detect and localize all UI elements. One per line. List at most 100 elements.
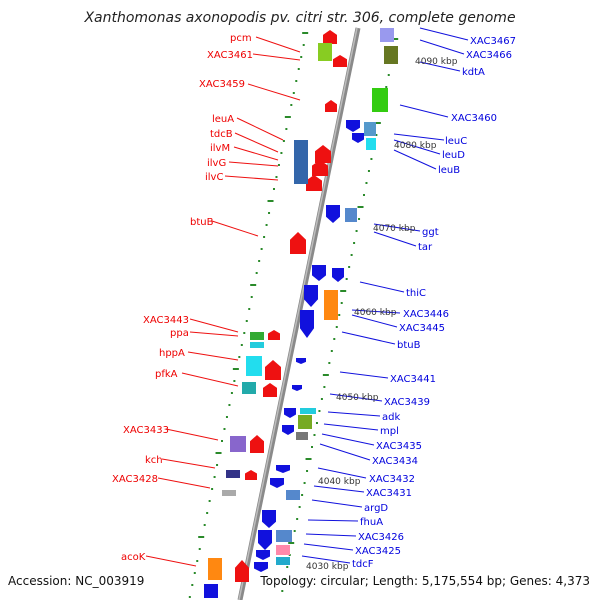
gene-label[interactable]: XAC3433 xyxy=(123,425,169,436)
tick-mark xyxy=(285,128,288,130)
gene-arrow xyxy=(284,408,296,418)
gene-label[interactable]: XAC3435 xyxy=(376,441,422,452)
tick-mark xyxy=(345,278,348,280)
tick-mark xyxy=(357,206,364,208)
gene-label[interactable]: leuA xyxy=(212,114,234,125)
label-leader-line xyxy=(399,104,449,118)
label-leader-line xyxy=(373,231,417,247)
gene-label[interactable]: XAC3439 xyxy=(384,397,430,408)
gene-block xyxy=(364,122,376,136)
tick-mark xyxy=(245,320,248,322)
gene-label[interactable]: XAC3431 xyxy=(366,488,412,499)
gene-arrow xyxy=(326,205,340,223)
tick-mark xyxy=(260,248,263,250)
gene-arrow xyxy=(250,435,264,453)
gene-arrow xyxy=(268,330,280,340)
gene-arrow xyxy=(235,560,249,582)
gene-block xyxy=(372,88,388,112)
gene-label[interactable]: XAC3426 xyxy=(358,532,404,543)
tick-mark xyxy=(303,482,306,484)
gene-label[interactable]: XAC3459 xyxy=(199,79,245,90)
gene-label[interactable]: mpl xyxy=(380,426,399,437)
tick-mark xyxy=(221,440,224,442)
gene-label[interactable]: tdcB xyxy=(210,129,233,140)
gene-block xyxy=(286,490,300,500)
tick-mark xyxy=(362,194,365,196)
tick-mark xyxy=(323,386,326,388)
gene-arrow xyxy=(312,160,328,176)
gene-label[interactable]: leuD xyxy=(442,150,465,161)
gene-label[interactable]: tar xyxy=(418,242,433,253)
gene-label[interactable]: adk xyxy=(382,412,400,423)
label-leader-line xyxy=(373,223,421,232)
gene-label[interactable]: XAC3460 xyxy=(451,113,497,124)
gene-label[interactable]: kch xyxy=(145,455,163,466)
gene-label[interactable]: thiC xyxy=(406,288,426,299)
gene-label[interactable]: fhuA xyxy=(360,517,383,528)
tick-mark xyxy=(320,398,323,400)
gene-label[interactable]: kdtA xyxy=(462,67,485,78)
tick-mark xyxy=(203,524,206,526)
gene-label[interactable]: btuB xyxy=(190,217,214,228)
gene-label[interactable]: ggt xyxy=(422,227,439,238)
tick-mark xyxy=(198,548,201,550)
gene-block xyxy=(250,342,264,348)
gene-arrow xyxy=(304,285,318,307)
gene-block xyxy=(345,208,357,222)
label-leader-line xyxy=(341,331,396,345)
tick-mark xyxy=(365,182,368,184)
gene-label[interactable]: XAC3441 xyxy=(390,374,436,385)
genome-backbone-highlight xyxy=(238,27,358,600)
tick-mark xyxy=(198,536,205,538)
gene-label[interactable]: leuB xyxy=(438,165,460,176)
gene-block xyxy=(276,530,292,542)
gene-label[interactable]: XAC3461 xyxy=(207,50,253,61)
gene-arrow xyxy=(263,383,277,397)
gene-label[interactable]: ppa xyxy=(170,328,189,339)
gene-label[interactable]: XAC3446 xyxy=(403,309,449,320)
tick-mark xyxy=(305,458,312,460)
gene-block xyxy=(366,138,376,150)
gene-label[interactable]: btuB xyxy=(397,340,421,351)
tick-mark xyxy=(338,314,341,316)
gene-label[interactable]: pcm xyxy=(230,33,252,44)
label-leader-line xyxy=(247,83,301,101)
gene-label[interactable]: XAC3425 xyxy=(355,546,401,557)
gene-label[interactable]: ilvM xyxy=(210,143,230,154)
gene-label[interactable]: ilvC xyxy=(205,172,223,183)
gene-arrow xyxy=(323,30,337,44)
gene-block xyxy=(208,558,222,580)
gene-label[interactable]: XAC3434 xyxy=(372,456,418,467)
gene-label[interactable]: XAC3445 xyxy=(399,323,445,334)
gene-label[interactable]: pfkA xyxy=(155,369,178,380)
gene-arrow xyxy=(296,358,306,364)
label-leader-line xyxy=(187,351,239,361)
label-leader-line xyxy=(393,149,437,170)
scale-mark: 4080 kbp xyxy=(394,141,437,151)
label-leader-line xyxy=(211,220,259,237)
gene-label[interactable]: XAC3443 xyxy=(143,315,189,326)
gene-label[interactable]: XAC3466 xyxy=(466,50,512,61)
tick-mark xyxy=(358,218,361,220)
gene-label[interactable]: XAC3428 xyxy=(112,474,158,485)
gene-label[interactable]: tdcF xyxy=(352,559,374,570)
gene-label[interactable]: XAC3432 xyxy=(369,474,415,485)
gene-block xyxy=(222,490,236,496)
label-leader-line xyxy=(305,533,357,537)
gene-block xyxy=(296,432,308,440)
gene-label[interactable]: ilvG xyxy=(207,158,226,169)
tick-mark xyxy=(290,104,293,106)
scale-mark: 4060 kbp xyxy=(354,308,397,318)
tick-mark xyxy=(300,56,303,58)
label-leader-line xyxy=(351,309,401,314)
gene-label[interactable]: leuC xyxy=(445,136,467,147)
tick-mark xyxy=(282,140,285,142)
gene-label[interactable]: hppA xyxy=(159,348,185,359)
tick-mark xyxy=(196,560,199,562)
tick-mark xyxy=(374,122,381,124)
left-gene-labels: pcm XAC3461 XAC3459 leuA tdcB ilvM ilvG … xyxy=(112,33,253,563)
gene-label[interactable]: XAC3467 xyxy=(470,36,516,47)
tick-mark xyxy=(230,392,233,394)
gene-label[interactable]: acoK xyxy=(121,552,146,563)
gene-label[interactable]: argD xyxy=(364,503,388,514)
